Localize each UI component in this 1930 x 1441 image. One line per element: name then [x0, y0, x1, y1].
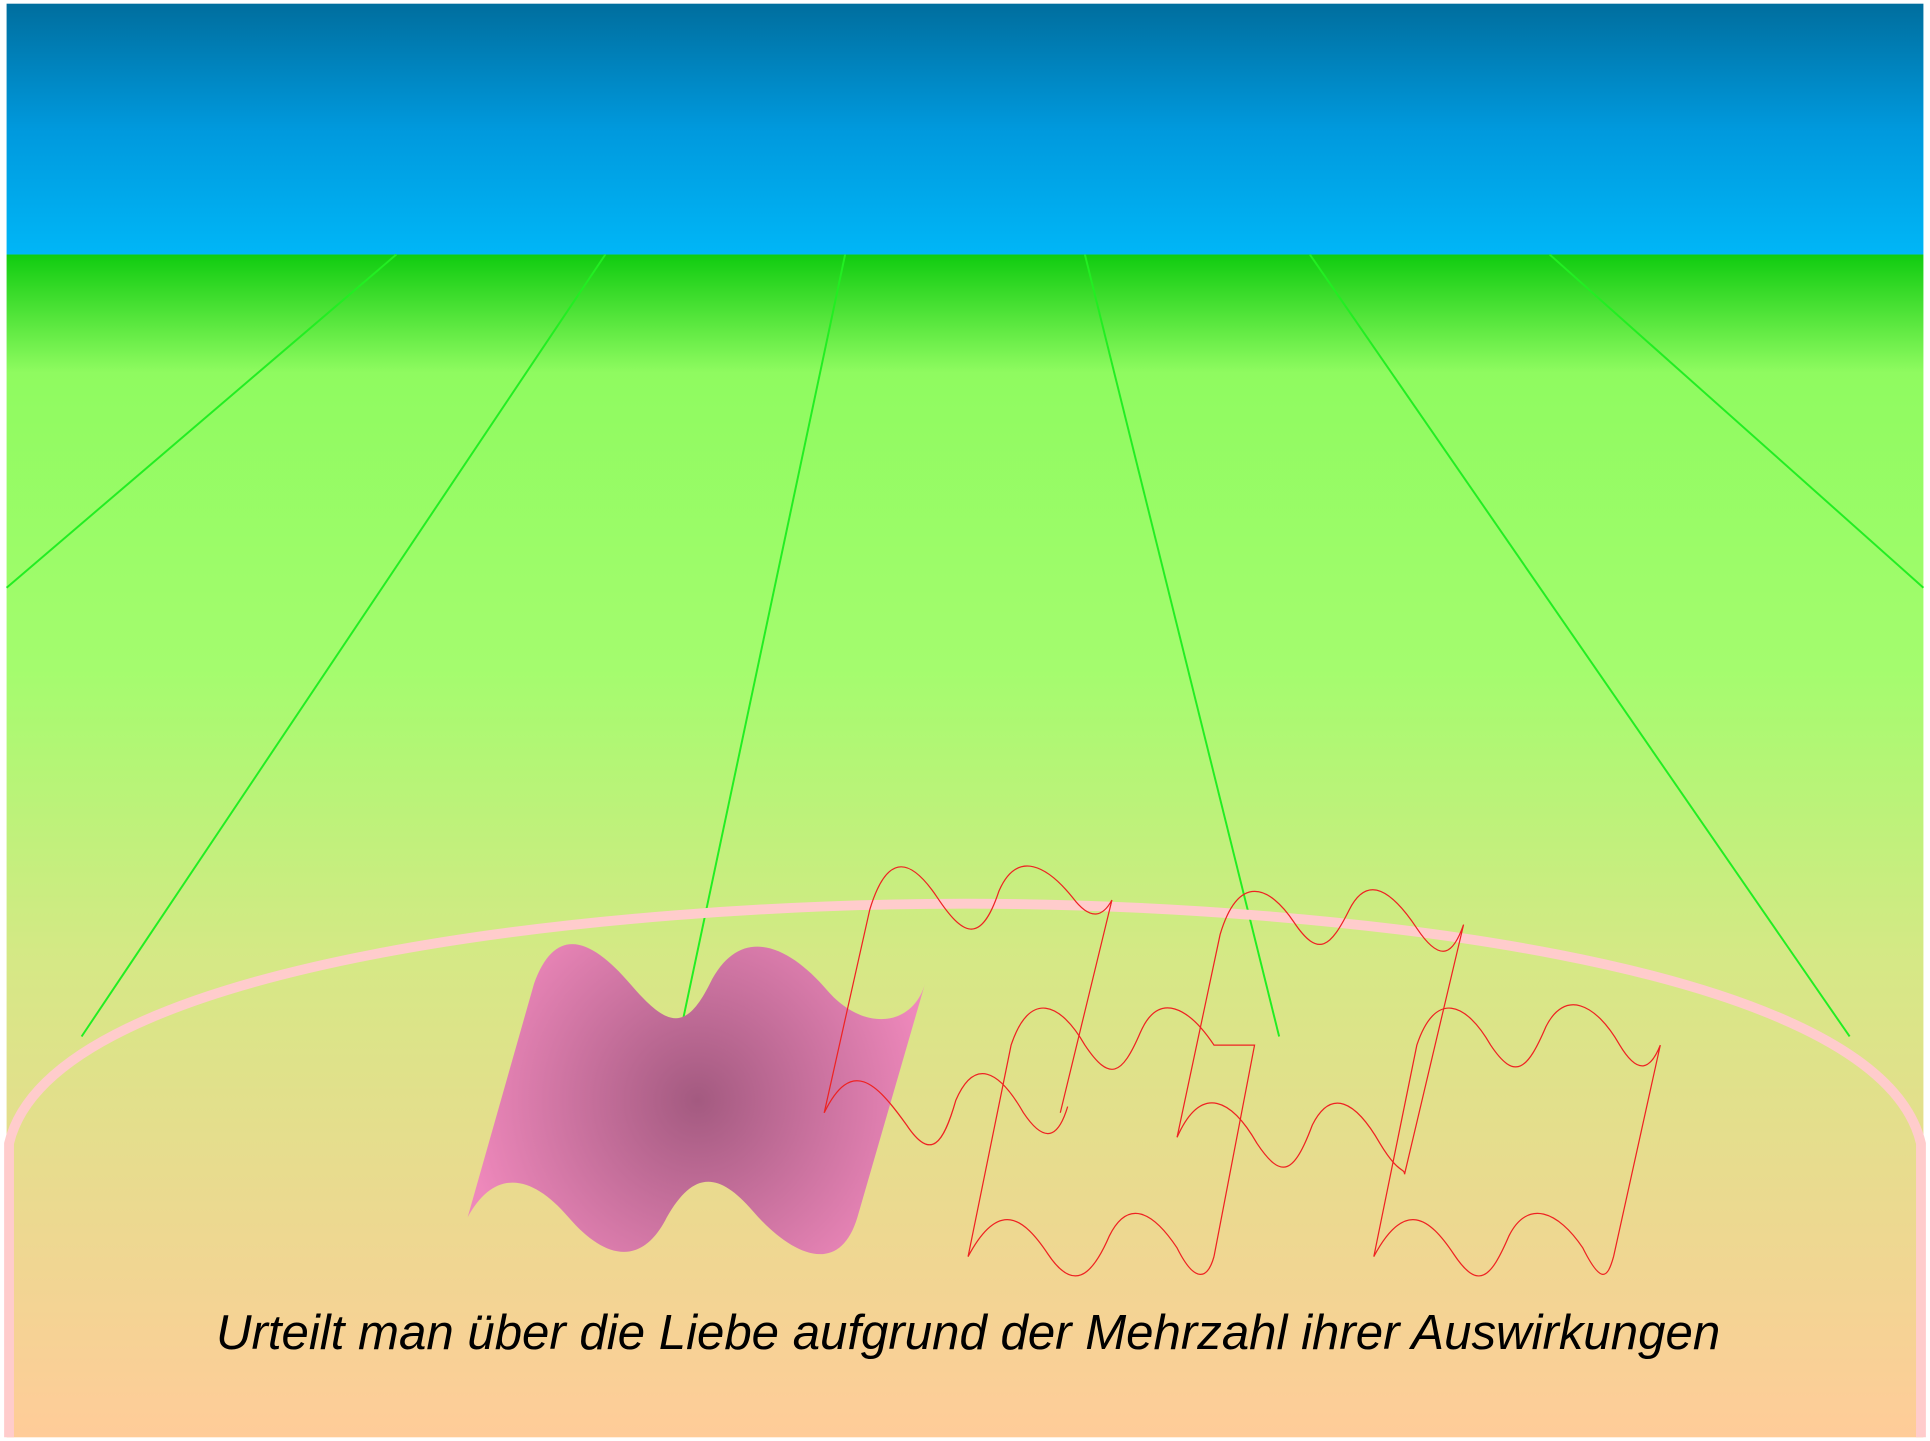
perspective-lines: [5, 253, 1925, 1038]
pink-arc: [4, 898, 1926, 1438]
sky: [6, 3, 1924, 255]
caption: Urteilt man über die Liebe aufgrund der …: [216, 1305, 1720, 1360]
ground: [6, 254, 1924, 1438]
wavy-sheet: [467, 944, 926, 1255]
wireframe-waves: [823, 865, 1661, 1277]
